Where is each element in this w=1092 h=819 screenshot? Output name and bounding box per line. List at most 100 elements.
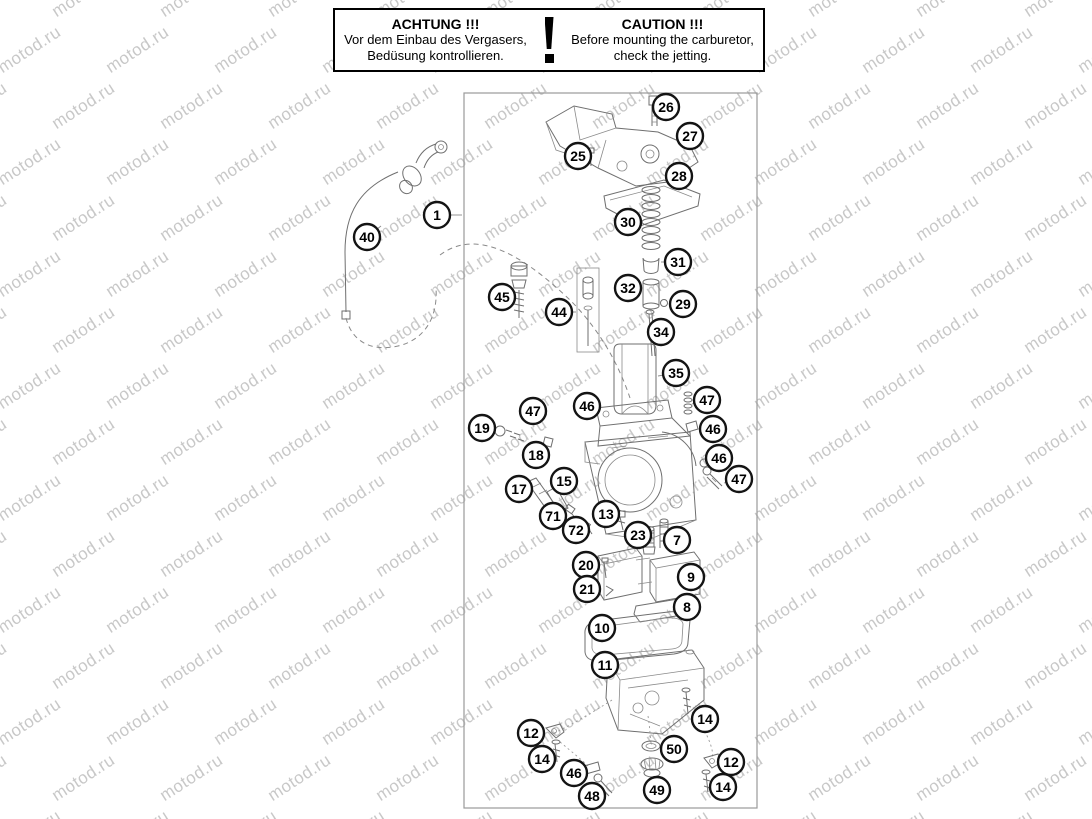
slide-spring-and-needle bbox=[641, 186, 668, 357]
jet-needle-box bbox=[576, 267, 600, 353]
warning-english-line1: Before mounting the carburetor, bbox=[571, 32, 754, 47]
svg-text:28: 28 bbox=[671, 168, 687, 184]
svg-text:7: 7 bbox=[673, 532, 681, 548]
callout-34: 34 bbox=[646, 317, 676, 347]
callout-35: 35 bbox=[657, 358, 691, 388]
callout-21: 21 bbox=[572, 574, 602, 604]
svg-text:50: 50 bbox=[666, 741, 682, 757]
callout-1: 1 bbox=[422, 200, 462, 230]
callout-14: 14 bbox=[527, 744, 557, 774]
svg-text:10: 10 bbox=[594, 620, 610, 636]
callout-18: 18 bbox=[521, 440, 551, 470]
callout-47: 47 bbox=[723, 464, 754, 494]
svg-text:32: 32 bbox=[620, 280, 636, 296]
callout-12: 12 bbox=[516, 718, 546, 748]
callout-13: 13 bbox=[591, 499, 621, 529]
svg-text:27: 27 bbox=[682, 128, 698, 144]
callout-32: 32 bbox=[613, 273, 643, 303]
throttle-cable bbox=[341, 140, 631, 399]
warning-english-title: CAUTION !!! bbox=[621, 16, 704, 32]
svg-text:14: 14 bbox=[715, 779, 731, 795]
svg-text:48: 48 bbox=[584, 788, 600, 804]
warning-box: ACHTUNG !!! Vor dem Einbau des Vergasers… bbox=[333, 8, 765, 72]
callout-12: 12 bbox=[716, 747, 746, 777]
callout-17: 17 bbox=[504, 474, 534, 504]
svg-text:14: 14 bbox=[534, 751, 550, 767]
callout-8: 8 bbox=[672, 592, 702, 622]
callout-20: 20 bbox=[571, 550, 601, 580]
svg-text:45: 45 bbox=[494, 289, 510, 305]
warning-german-line2: Bedüsung kontrollieren. bbox=[367, 48, 504, 63]
svg-text:46: 46 bbox=[566, 765, 582, 781]
svg-text:47: 47 bbox=[699, 392, 715, 408]
svg-text:44: 44 bbox=[551, 304, 567, 320]
warning-german: ACHTUNG !!! Vor dem Einbau des Vergasers… bbox=[335, 16, 536, 64]
callout-71: 71 bbox=[538, 501, 568, 531]
svg-text:71: 71 bbox=[545, 508, 561, 524]
svg-text:30: 30 bbox=[620, 214, 636, 230]
svg-text:12: 12 bbox=[523, 725, 539, 741]
callout-47: 47 bbox=[518, 396, 548, 426]
svg-text:19: 19 bbox=[474, 420, 490, 436]
svg-text:13: 13 bbox=[598, 506, 614, 522]
callout-23: 23 bbox=[623, 520, 653, 550]
svg-text:14: 14 bbox=[697, 711, 713, 727]
stop-screw bbox=[510, 261, 528, 318]
diagram-frame bbox=[463, 92, 758, 809]
svg-text:20: 20 bbox=[578, 557, 594, 573]
callout-31: 31 bbox=[661, 247, 693, 277]
callout-46: 46 bbox=[559, 758, 589, 788]
svg-text:29: 29 bbox=[675, 296, 691, 312]
svg-text:49: 49 bbox=[649, 782, 665, 798]
svg-text:18: 18 bbox=[528, 447, 544, 463]
svg-text:47: 47 bbox=[731, 471, 747, 487]
float-bowl bbox=[605, 649, 705, 735]
svg-text:25: 25 bbox=[570, 148, 586, 164]
callout-49: 49 bbox=[642, 775, 672, 805]
svg-text:17: 17 bbox=[511, 481, 527, 497]
callout-40: 40 bbox=[352, 222, 382, 252]
callout-45: 45 bbox=[487, 282, 517, 312]
svg-text:34: 34 bbox=[653, 324, 669, 340]
bottom-hardware bbox=[545, 699, 723, 797]
svg-text:23: 23 bbox=[630, 527, 646, 543]
callout-46: 46 bbox=[704, 443, 734, 473]
callout-11: 11 bbox=[590, 650, 620, 680]
warning-english-line2: check the jetting. bbox=[613, 48, 712, 63]
callout-46: 46 bbox=[572, 391, 602, 421]
svg-text:31: 31 bbox=[670, 254, 686, 270]
svg-text:46: 46 bbox=[579, 398, 595, 414]
warning-german-line1: Vor dem Einbau des Vergasers, bbox=[344, 32, 527, 47]
svg-text:40: 40 bbox=[359, 229, 375, 245]
svg-text:1: 1 bbox=[433, 207, 441, 223]
callout-14: 14 bbox=[708, 772, 738, 802]
callout-30: 30 bbox=[613, 207, 643, 237]
callout-46: 46 bbox=[698, 414, 728, 444]
throttle-slide bbox=[613, 343, 657, 415]
svg-text:21: 21 bbox=[579, 581, 595, 597]
callout-29: 29 bbox=[668, 289, 698, 319]
svg-text:46: 46 bbox=[705, 421, 721, 437]
exclamation-icon bbox=[536, 17, 562, 63]
callout-27: 27 bbox=[675, 121, 705, 151]
callout-48: 48 bbox=[577, 781, 607, 811]
callout-7: 7 bbox=[662, 525, 692, 555]
callout-25: 25 bbox=[563, 141, 593, 171]
callout-50: 50 bbox=[659, 734, 689, 764]
callout-15: 15 bbox=[549, 466, 579, 496]
svg-text:15: 15 bbox=[556, 473, 572, 489]
callout-47: 47 bbox=[691, 385, 722, 415]
svg-text:26: 26 bbox=[658, 99, 674, 115]
warning-english: CAUTION !!! Before mounting the carburet… bbox=[562, 16, 763, 64]
svg-text:47: 47 bbox=[525, 403, 541, 419]
svg-text:35: 35 bbox=[668, 365, 684, 381]
svg-text:12: 12 bbox=[723, 754, 739, 770]
callout-9: 9 bbox=[676, 562, 706, 592]
svg-text:8: 8 bbox=[683, 599, 691, 615]
svg-text:46: 46 bbox=[711, 450, 727, 466]
callout-26: 26 bbox=[651, 92, 681, 122]
callout-44: 44 bbox=[544, 297, 576, 327]
callout-72: 72 bbox=[561, 515, 591, 545]
svg-text:72: 72 bbox=[568, 522, 584, 538]
